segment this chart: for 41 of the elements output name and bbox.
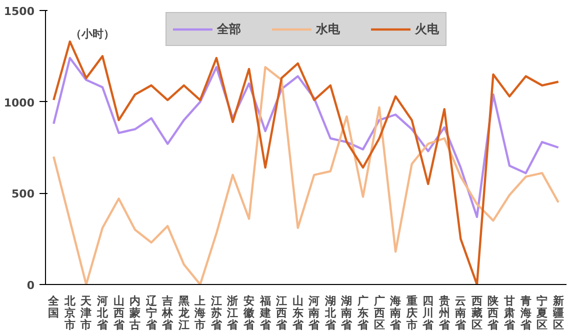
x-tick-label: 重庆市 — [405, 294, 418, 332]
x-tick-label: 山西省 — [112, 294, 126, 332]
x-tick-label: 辽宁省 — [144, 294, 158, 332]
x-tick-label: 河北省 — [96, 294, 109, 332]
x-tick-label: 上海市 — [194, 294, 206, 332]
x-tick-label: 福建省 — [258, 294, 272, 332]
x-tick-label: 内蒙古 — [128, 294, 141, 332]
x-tick-label: 安徽省 — [242, 294, 256, 332]
x-tick-label: 黑龙江 — [177, 296, 190, 332]
x-tick-label: 西藏区 — [470, 296, 482, 332]
x-tick-label: 北京市 — [63, 294, 76, 332]
legend-label: 火电 — [415, 20, 439, 38]
y-tick-label: 500 — [12, 188, 35, 201]
x-tick-label: 江西省 — [275, 294, 288, 332]
x-tick-label: 山东省 — [291, 294, 304, 332]
legend-label: 水电 — [316, 20, 340, 38]
y-tick-label: 1000 — [4, 96, 35, 110]
x-tick-label: 宁夏区 — [536, 294, 548, 332]
y-tick-label: 1500 — [4, 5, 35, 18]
x-tick-label: 天津市 — [80, 296, 93, 332]
x-tick-label: 湖南省 — [340, 294, 354, 332]
x-tick-label: 全国 — [47, 294, 60, 320]
legend-label: 全部 — [217, 20, 241, 38]
x-tick-label: 河南省 — [308, 294, 321, 332]
x-tick-label: 新疆区 — [552, 294, 564, 332]
x-tick-label: 四川省 — [422, 296, 435, 332]
annotation: （小时） — [70, 28, 114, 40]
x-tick-label: 云南省 — [454, 296, 468, 332]
x-tick-label: 江苏省 — [210, 294, 223, 332]
x-tick-label: 浙江省 — [226, 294, 240, 332]
y-tick-label: 0 — [26, 279, 35, 292]
x-tick-label: 海南省 — [389, 294, 402, 332]
x-tick-label: 贵州省 — [438, 294, 451, 332]
x-tick-label: 湖北省 — [324, 294, 337, 332]
x-tick-label: 吉林省 — [161, 294, 174, 332]
x-tick-label: 陕西省 — [486, 294, 500, 332]
x-tick-label: 广东省 — [356, 294, 370, 332]
x-tick-label: 青海省 — [519, 294, 532, 332]
x-tick-label: 甘肃省 — [503, 294, 516, 332]
x-tick-label: 广西区 — [372, 294, 385, 332]
line-series — [52, 56, 560, 218]
